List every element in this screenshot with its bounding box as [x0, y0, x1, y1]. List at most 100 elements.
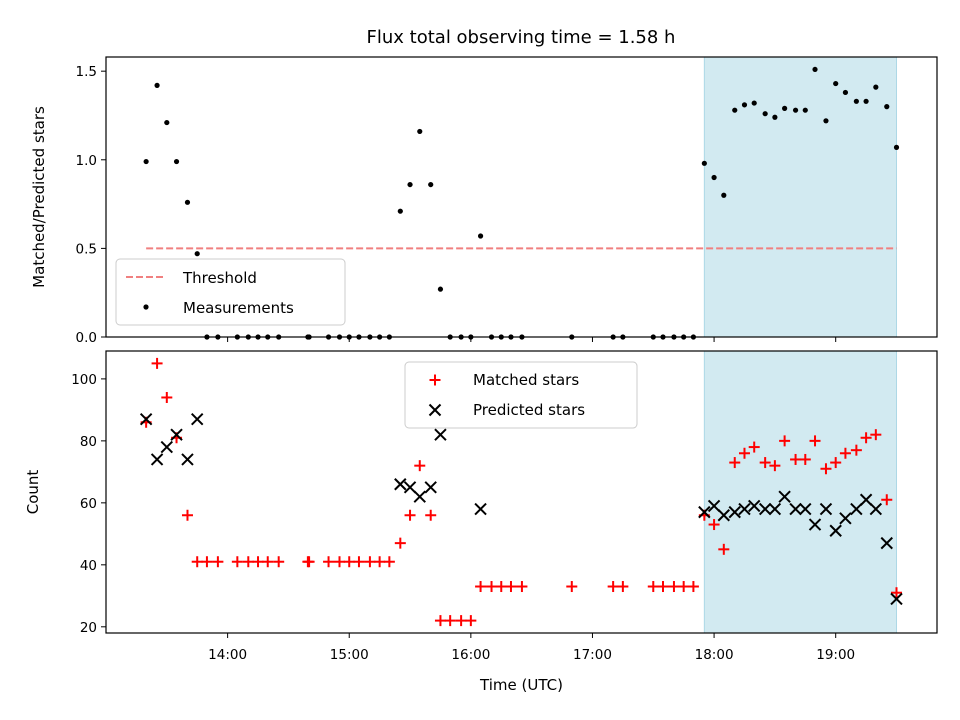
measurement-point [873, 84, 879, 90]
predicted-star-point [890, 592, 903, 606]
predicted-star-point [434, 428, 447, 441]
measurement-point [732, 107, 738, 113]
x-marker-b [394, 478, 407, 491]
predicted-star-point [717, 509, 731, 522]
matched-star-point [718, 543, 730, 555]
matched-star-point [394, 537, 406, 549]
x-marker-b [869, 502, 883, 516]
matched-star-point [708, 519, 720, 531]
legend-predicted-label: Predicted stars [473, 401, 585, 419]
x-marker-b [191, 412, 204, 426]
x-marker-b [880, 536, 893, 550]
measurement-point [143, 158, 149, 165]
x-marker-b [428, 403, 442, 417]
matched-star-point [738, 447, 750, 459]
predicted-star-point [403, 481, 417, 494]
x-marker-b [748, 499, 761, 513]
x-marker-b [768, 502, 782, 516]
predicted-star-point [850, 502, 863, 516]
x-marker-b [434, 428, 447, 441]
predicted-star-point [139, 412, 153, 426]
matched-star-point [759, 457, 771, 469]
matched-star-point [374, 556, 386, 568]
x-marker-b [758, 502, 772, 516]
count-y-axis-label: Count [24, 470, 42, 515]
predicted-star-point [778, 490, 791, 503]
x-marker-b [150, 453, 164, 466]
matched-star-point [273, 556, 285, 568]
matched-star-point [729, 457, 741, 469]
predicted-star-point [424, 481, 437, 494]
x-marker-b [181, 453, 194, 466]
x-marker-b [728, 505, 741, 519]
x-marker-b [829, 524, 842, 537]
predicted-star-point [829, 524, 842, 537]
matched-star-point [516, 581, 528, 593]
matched-star-point [181, 509, 193, 521]
measurement-point [721, 192, 727, 198]
count-xtick-label: 15:00 [330, 647, 369, 663]
matched-star-point [303, 556, 315, 568]
measurement-point [711, 174, 717, 181]
matched-star-point [505, 581, 517, 593]
matched-star-point [231, 556, 243, 568]
x-marker-b [403, 481, 417, 494]
count-panel-frame [105, 350, 938, 634]
matched-star-point [425, 509, 437, 521]
ratio-legend: Threshold Measurements [115, 258, 346, 326]
matched-star-point [850, 444, 862, 456]
predicted-star-point [738, 502, 751, 516]
matched-star-point [434, 615, 446, 627]
matched-star-point [617, 581, 629, 593]
predicted-star-point [869, 502, 883, 516]
matched-star-point [790, 453, 802, 465]
measurement-point [802, 107, 808, 113]
measurement-point [407, 181, 413, 188]
x-marker-b [819, 502, 833, 516]
matched-star-point [820, 463, 832, 475]
legend-threshold-label: Threshold [182, 269, 257, 287]
matched-star-point [647, 581, 659, 593]
predicted-star-point [758, 502, 772, 516]
measurement-point [741, 102, 748, 108]
count-xtick-label: 14:00 [208, 647, 247, 663]
predicted-star-point [768, 502, 782, 516]
matched-star-point [404, 509, 416, 521]
x-marker-b [778, 490, 791, 503]
x-marker-b [698, 505, 711, 519]
ratio-ytick-label: 1.5 [76, 64, 97, 80]
legend-matched-swatch [429, 374, 441, 386]
measurement-point [893, 144, 900, 150]
measurement-point [164, 119, 170, 126]
measurement-point [437, 286, 444, 292]
x-marker-b [707, 499, 721, 513]
predicted-star-point [191, 412, 204, 426]
matched-star-point [891, 587, 903, 599]
matched-star-point [414, 460, 426, 472]
x-marker-b [850, 502, 863, 516]
ratio-y-axis-label: Matched/Predicted stars [30, 106, 48, 288]
matched-star-point [799, 453, 811, 465]
predicted-star-point [819, 502, 833, 516]
ratio-ytick-label: 0.5 [76, 241, 97, 257]
matched-star-point [748, 441, 760, 453]
count-xtick-label: 16:00 [451, 647, 490, 663]
matched-star-point [323, 556, 335, 568]
x-marker-b [160, 440, 174, 454]
measurement-point [194, 251, 200, 257]
matched-star-point [465, 615, 477, 627]
measurement-point [428, 181, 434, 188]
predicted-star-point [839, 512, 852, 525]
matched-star-point [486, 581, 498, 593]
ratio-ytick-label: 0.0 [76, 330, 97, 346]
x-marker-b [839, 512, 852, 525]
legend-matched-label: Matched stars [473, 371, 579, 389]
ratio-panel: 0.0 0.5 1.0 1.5 Matched/Predicted stars Thr… [30, 56, 938, 346]
matched-star-point [455, 615, 467, 627]
predicted-star-point [748, 499, 761, 513]
matched-star-point [343, 556, 355, 568]
matched-star-point [830, 457, 842, 469]
predicted-star-point [880, 536, 893, 550]
count-ytick-label: 60 [80, 496, 97, 512]
count-legend-box [404, 361, 638, 429]
